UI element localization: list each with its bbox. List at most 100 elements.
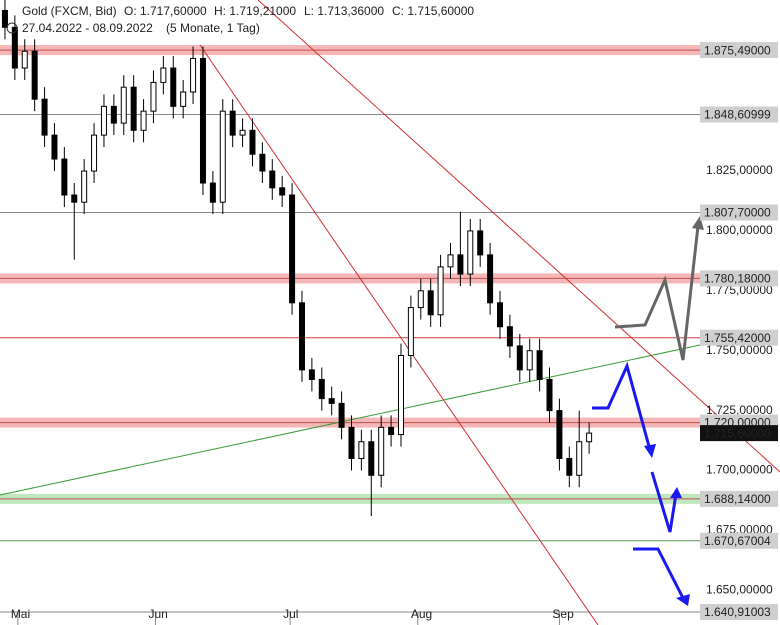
current-price-label: 1.715,60000 <box>704 426 771 440</box>
candle-body <box>239 129 246 136</box>
x-tick-label: Aug <box>411 607 432 621</box>
candle-body <box>427 290 434 316</box>
forecast-arrows <box>592 361 686 601</box>
level-label-box <box>700 329 778 346</box>
candle-body <box>388 426 395 436</box>
candle-body <box>516 345 523 371</box>
candle-body <box>566 458 573 476</box>
level-label-box <box>700 42 778 59</box>
candle-body <box>497 302 503 328</box>
candle-body <box>487 254 494 304</box>
candle-body <box>368 441 375 476</box>
candle-body <box>259 153 266 172</box>
candle-body <box>348 426 355 460</box>
arrow-heads <box>644 444 690 606</box>
level-label-box <box>700 604 778 621</box>
candle-body <box>219 110 226 203</box>
clock-icon <box>6 22 18 34</box>
candle-body <box>209 182 216 203</box>
candle-body <box>31 50 38 100</box>
title: Gold (FXCM, Bid) <box>22 4 117 18</box>
candle-body <box>190 57 197 93</box>
current-price-box <box>700 425 778 442</box>
candle-body <box>546 378 553 412</box>
candle-body <box>229 110 236 136</box>
ohlc-low: L: 1.713,36000 <box>304 4 384 18</box>
forecast-arrow <box>614 225 700 361</box>
period: (5 Monate, 1 Tag) <box>166 21 260 35</box>
y-tick-label: 1.775,00000 <box>706 283 773 297</box>
candle-body <box>140 110 147 131</box>
candle-body <box>457 254 464 275</box>
trendline <box>0 344 701 496</box>
y-tick-label: 1.725,00000 <box>706 403 773 417</box>
level-label: 1.875,49000 <box>704 43 771 57</box>
candle-body <box>100 105 107 136</box>
ohlc-close: C: 1.715,60000 <box>392 4 474 18</box>
level-label-box <box>700 204 778 221</box>
candle-body <box>536 350 543 380</box>
level-label: 1.755,42000 <box>704 331 771 345</box>
candle-body <box>150 81 157 112</box>
level-label-box <box>700 106 778 123</box>
candle-body <box>289 194 296 304</box>
y-tick-label: 1.825,00000 <box>706 163 773 177</box>
candle-body <box>556 410 563 460</box>
x-tick-label: Mai <box>11 607 30 621</box>
candle-body <box>170 67 177 107</box>
ohlc-open: O: 1.717,60000 <box>124 4 207 18</box>
ohlc-high: H: 1.719,21000 <box>214 4 296 18</box>
candle-body <box>51 134 58 160</box>
candle-body <box>61 158 68 196</box>
y-tick-label: 1.800,00000 <box>706 223 773 237</box>
x-tick-label: Jun <box>148 607 167 621</box>
level-label: 1.848,60999 <box>704 108 771 122</box>
candle-body <box>199 57 206 184</box>
trendline <box>257 0 780 473</box>
candle-body <box>397 355 404 436</box>
candle-body <box>130 86 137 131</box>
level-label: 1.640,91003 <box>704 605 771 619</box>
level-label: 1.688,14000 <box>704 492 771 506</box>
candle-body <box>437 266 444 316</box>
candle-body <box>41 98 48 136</box>
level-label: 1.807,70000 <box>704 206 771 220</box>
candle-body <box>477 230 484 256</box>
candle-body <box>91 134 98 172</box>
subtitle: 27.04.2022 - 08.09.2022 <box>22 21 153 35</box>
candle-body <box>447 254 454 268</box>
candle-body <box>11 26 18 69</box>
candle-body <box>506 326 513 347</box>
trendline <box>199 44 599 625</box>
candle-body <box>249 129 256 155</box>
y-tick-label: 1.750,00000 <box>706 343 773 357</box>
candle-body <box>318 378 325 400</box>
level-label: 1.780,18000 <box>704 272 771 286</box>
candle-body <box>467 230 474 275</box>
candle-body <box>81 170 88 203</box>
x-tick-label: Sep <box>552 607 574 621</box>
candle-body <box>110 105 117 124</box>
candle-body <box>1 10 8 28</box>
candle-body <box>328 398 335 404</box>
candle-body <box>586 432 593 443</box>
candle-body <box>279 187 286 196</box>
candle-body <box>21 50 28 69</box>
candle-body <box>417 290 424 309</box>
x-tick-label: Jul <box>283 607 298 621</box>
candle-body <box>180 91 187 107</box>
candle-body <box>338 402 345 428</box>
level-label-box <box>700 490 778 507</box>
level-label-box <box>700 270 778 287</box>
candle-body <box>576 441 583 476</box>
header: Gold (FXCM, Bid) O: 1.717,60000 H: 1.719… <box>6 4 474 35</box>
candle-body <box>71 194 78 203</box>
candle-body <box>298 302 305 371</box>
candle-body <box>526 350 533 371</box>
candle-body <box>160 67 167 83</box>
candle-body <box>269 170 276 189</box>
candle-body <box>378 426 385 476</box>
level-label: 1.670,67004 <box>704 534 771 548</box>
candle-body <box>308 369 315 380</box>
